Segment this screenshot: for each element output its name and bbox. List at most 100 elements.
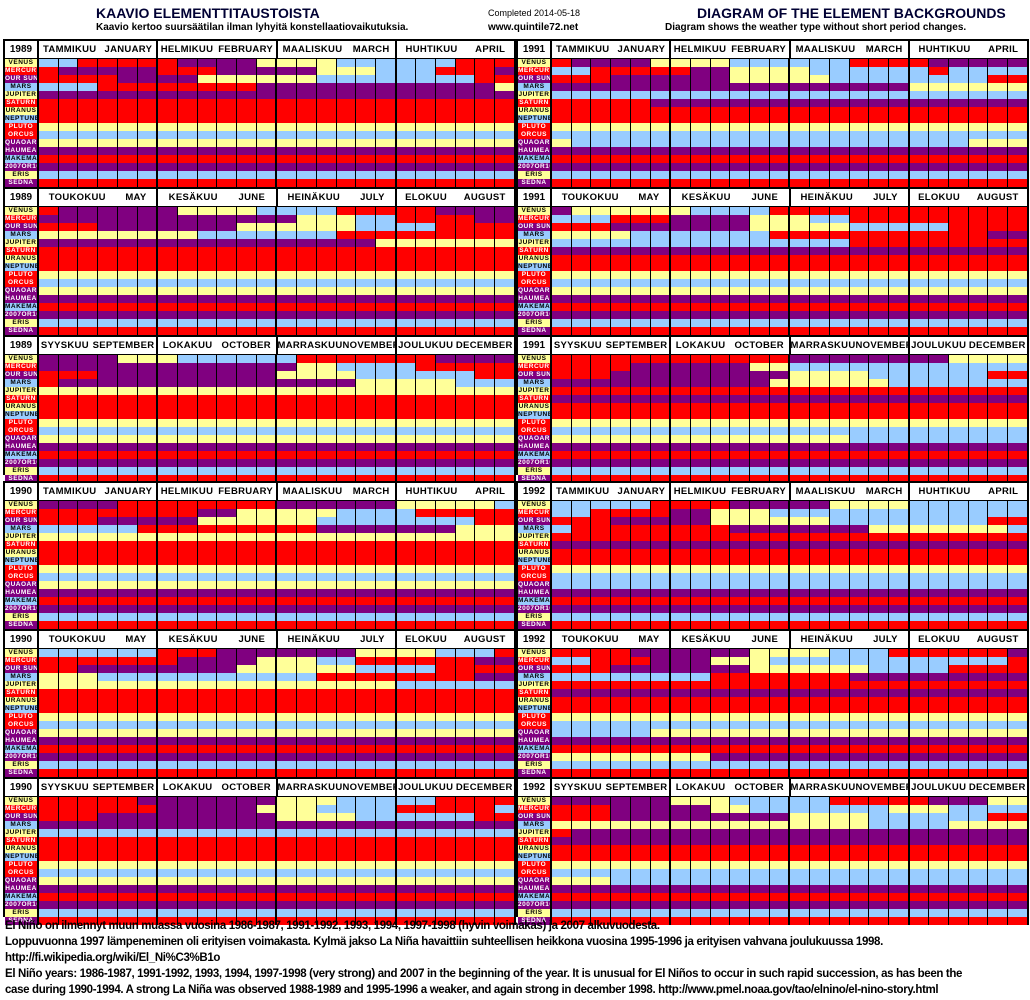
data-cell <box>888 435 910 443</box>
data-cell <box>58 255 79 263</box>
data-cell <box>475 271 496 279</box>
data-cell <box>769 155 791 163</box>
data-cell <box>117 565 138 573</box>
data-cell <box>416 115 437 123</box>
data-cell <box>611 295 631 303</box>
data-cell <box>571 467 592 475</box>
data-cell <box>571 613 592 621</box>
data-cell <box>137 263 159 271</box>
planet-label: QUAOAR <box>518 435 552 443</box>
data-cell <box>237 223 257 231</box>
data-cell <box>949 549 969 557</box>
data-cell <box>356 893 376 901</box>
data-cell <box>475 813 496 821</box>
data-cell <box>1008 255 1029 263</box>
data-cell <box>611 171 631 179</box>
data-cell <box>58 689 79 697</box>
data-cell <box>436 821 456 829</box>
data-cell <box>137 207 159 215</box>
data-cell <box>117 501 138 509</box>
data-cell <box>630 813 651 821</box>
data-cell <box>117 419 138 427</box>
data-cell <box>356 673 376 681</box>
data-cell <box>888 355 910 363</box>
data-cell <box>39 379 59 387</box>
data-cell <box>929 565 950 573</box>
data-cell <box>39 737 59 745</box>
data-cell <box>396 689 417 697</box>
data-cell <box>158 451 178 459</box>
data-cell <box>455 207 476 215</box>
data-cell <box>297 75 317 83</box>
month-name-fi: JOULUKUU <box>911 340 967 351</box>
data-cell <box>968 91 989 99</box>
data-cell <box>197 689 218 697</box>
data-cell <box>888 255 910 263</box>
data-cell <box>849 509 870 517</box>
data-cell <box>237 387 257 395</box>
data-cell <box>630 223 651 231</box>
data-cell <box>790 435 811 443</box>
planet-label: NEPTUNE <box>518 705 552 713</box>
data-cell <box>297 753 317 761</box>
data-cell <box>495 649 516 657</box>
planet-label: MARS <box>518 83 552 91</box>
data-cell <box>197 729 218 737</box>
data-cell <box>750 533 770 541</box>
data-cell <box>849 557 870 565</box>
data-cell <box>197 239 218 247</box>
data-cell <box>730 805 751 813</box>
data-cell <box>888 509 910 517</box>
data-cell <box>475 649 496 657</box>
data-cell <box>117 705 138 713</box>
data-cell <box>177 729 198 737</box>
data-cell <box>336 649 357 657</box>
website-link[interactable]: www.quintile72.net <box>488 22 579 33</box>
data-cell <box>197 621 218 629</box>
data-cell <box>909 665 930 673</box>
data-cell <box>552 287 572 295</box>
planet-row: 2007OR10 <box>5 311 516 319</box>
data-cell <box>237 613 257 621</box>
data-cell <box>117 319 138 327</box>
data-cell <box>316 605 337 613</box>
planet-row: URANUS <box>518 549 1029 557</box>
data-cell <box>829 171 850 179</box>
data-cell <box>217 91 238 99</box>
data-cell <box>650 403 672 411</box>
data-cell <box>671 549 691 557</box>
data-cell <box>316 597 337 605</box>
month-header: SYYSKUU SEPTEMBER <box>39 337 159 354</box>
data-cell <box>968 115 989 123</box>
data-cell <box>552 107 572 115</box>
data-cell <box>375 475 397 483</box>
data-cell <box>495 403 516 411</box>
data-cell <box>650 115 672 123</box>
data-cell <box>949 147 969 155</box>
data-cell <box>237 589 257 597</box>
data-cell <box>888 403 910 411</box>
month-name-en: AUGUST <box>463 634 506 645</box>
data-cell <box>949 99 969 107</box>
data-cell <box>316 541 337 549</box>
data-cell <box>316 737 337 745</box>
data-cell <box>256 207 278 215</box>
data-cell <box>591 419 612 427</box>
data-cell <box>217 303 238 311</box>
data-cell <box>810 59 830 67</box>
month-header: SYYSKUU SEPTEMBER <box>552 779 672 796</box>
data-cell <box>710 597 731 605</box>
data-cell <box>710 829 731 837</box>
data-cell <box>158 805 178 813</box>
data-cell <box>968 395 989 403</box>
data-cell <box>117 721 138 729</box>
data-cell <box>829 107 850 115</box>
data-cell <box>949 255 969 263</box>
month-name-en: DECEMBER <box>455 782 513 793</box>
data-cell <box>336 877 357 885</box>
data-cell <box>929 621 950 629</box>
data-cell <box>671 573 691 581</box>
data-cell <box>710 91 731 99</box>
data-cell <box>436 713 456 721</box>
data-cell <box>949 223 969 231</box>
